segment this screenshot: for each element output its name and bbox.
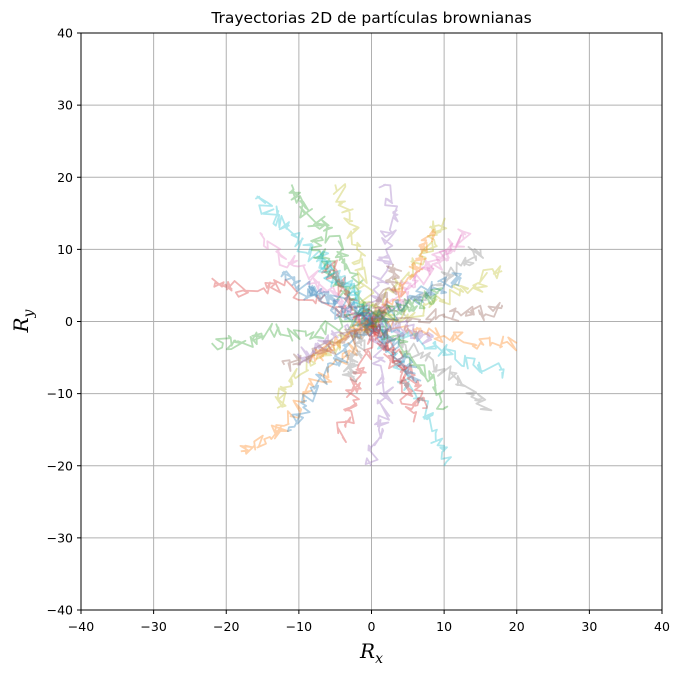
trajectory-line (239, 320, 378, 455)
trajectory-line (370, 316, 420, 423)
trajectory-line (288, 184, 374, 322)
trajectory-line (370, 315, 505, 379)
axis-ticks: −40 −30 −20 −10 0 10 20 30 40 −40 −30 −20 −10 0 10 20 30… (47, 26, 670, 635)
trajectory-line (287, 320, 373, 432)
trajectory-line (367, 317, 428, 409)
trajectory-line (366, 263, 403, 327)
trajectory-line (370, 321, 493, 412)
trajectory-line (371, 301, 504, 329)
trajectory-line (211, 277, 374, 327)
y-tick-label: 0 (65, 314, 73, 329)
trajectory-line (371, 265, 503, 324)
trajectory-line (367, 315, 518, 352)
y-tick-label: −10 (47, 386, 73, 401)
trajectory-line (281, 317, 378, 372)
trajectory-line (336, 320, 377, 443)
trajectory-line (315, 250, 373, 328)
trajectory-line (370, 228, 437, 323)
trajectory-line (371, 246, 484, 324)
trajectory-line (297, 313, 374, 366)
trajectory-line (321, 259, 378, 329)
trajectory-line (254, 195, 373, 323)
x-tick-label: −20 (213, 619, 239, 634)
trajectory-line (368, 287, 443, 328)
x-tick-label: −40 (68, 619, 94, 634)
trajectory-line (364, 320, 394, 467)
x-axis-label-subscript: x (375, 651, 383, 667)
y-axis-label-subscript: y (21, 308, 37, 318)
y-tick-label: 10 (57, 242, 73, 257)
trajectory-line (298, 284, 375, 327)
x-tick-label: 10 (436, 619, 452, 634)
trajectory-line (365, 183, 399, 324)
trajectory-line (332, 183, 378, 322)
x-tick-label: 0 (368, 619, 376, 634)
y-tick-label: 20 (57, 170, 73, 185)
trajectory-line (274, 318, 373, 409)
trajectory-line (369, 320, 452, 467)
trajectory-line (310, 236, 377, 322)
x-tick-label: 40 (654, 619, 670, 634)
y-tick-label: −40 (47, 603, 73, 618)
trajectory-line (365, 272, 462, 323)
x-tick-label: 30 (581, 619, 597, 634)
y-tick-label: −30 (47, 530, 73, 545)
trajectory-line (280, 270, 373, 329)
trajectory-line (364, 234, 462, 323)
y-axis-label-base: R (9, 317, 33, 333)
y-tick-label: 30 (57, 98, 73, 113)
trajectory-series (211, 183, 518, 467)
trajectory-line (364, 320, 422, 383)
trajectory-line (308, 318, 378, 363)
x-tick-label: 20 (509, 619, 525, 634)
x-axis-label: Rx (359, 639, 383, 667)
trajectory-line (367, 228, 472, 326)
y-axis-label: Ry (9, 308, 37, 333)
x-axis-label-base: R (359, 639, 375, 663)
x-tick-label: −10 (286, 619, 312, 634)
y-tick-label: −20 (47, 458, 73, 473)
chart-title: Trayectorias 2D de partículas brownianas (210, 9, 531, 27)
trajectory-line (366, 217, 448, 327)
y-tick-label: 40 (57, 26, 73, 41)
trajectory-line (341, 317, 379, 383)
trajectory-line (369, 317, 449, 411)
trajectory-line (259, 232, 376, 326)
trajectory-line (365, 314, 434, 345)
x-tick-label: −30 (140, 619, 166, 634)
trajectory-line (211, 313, 372, 351)
